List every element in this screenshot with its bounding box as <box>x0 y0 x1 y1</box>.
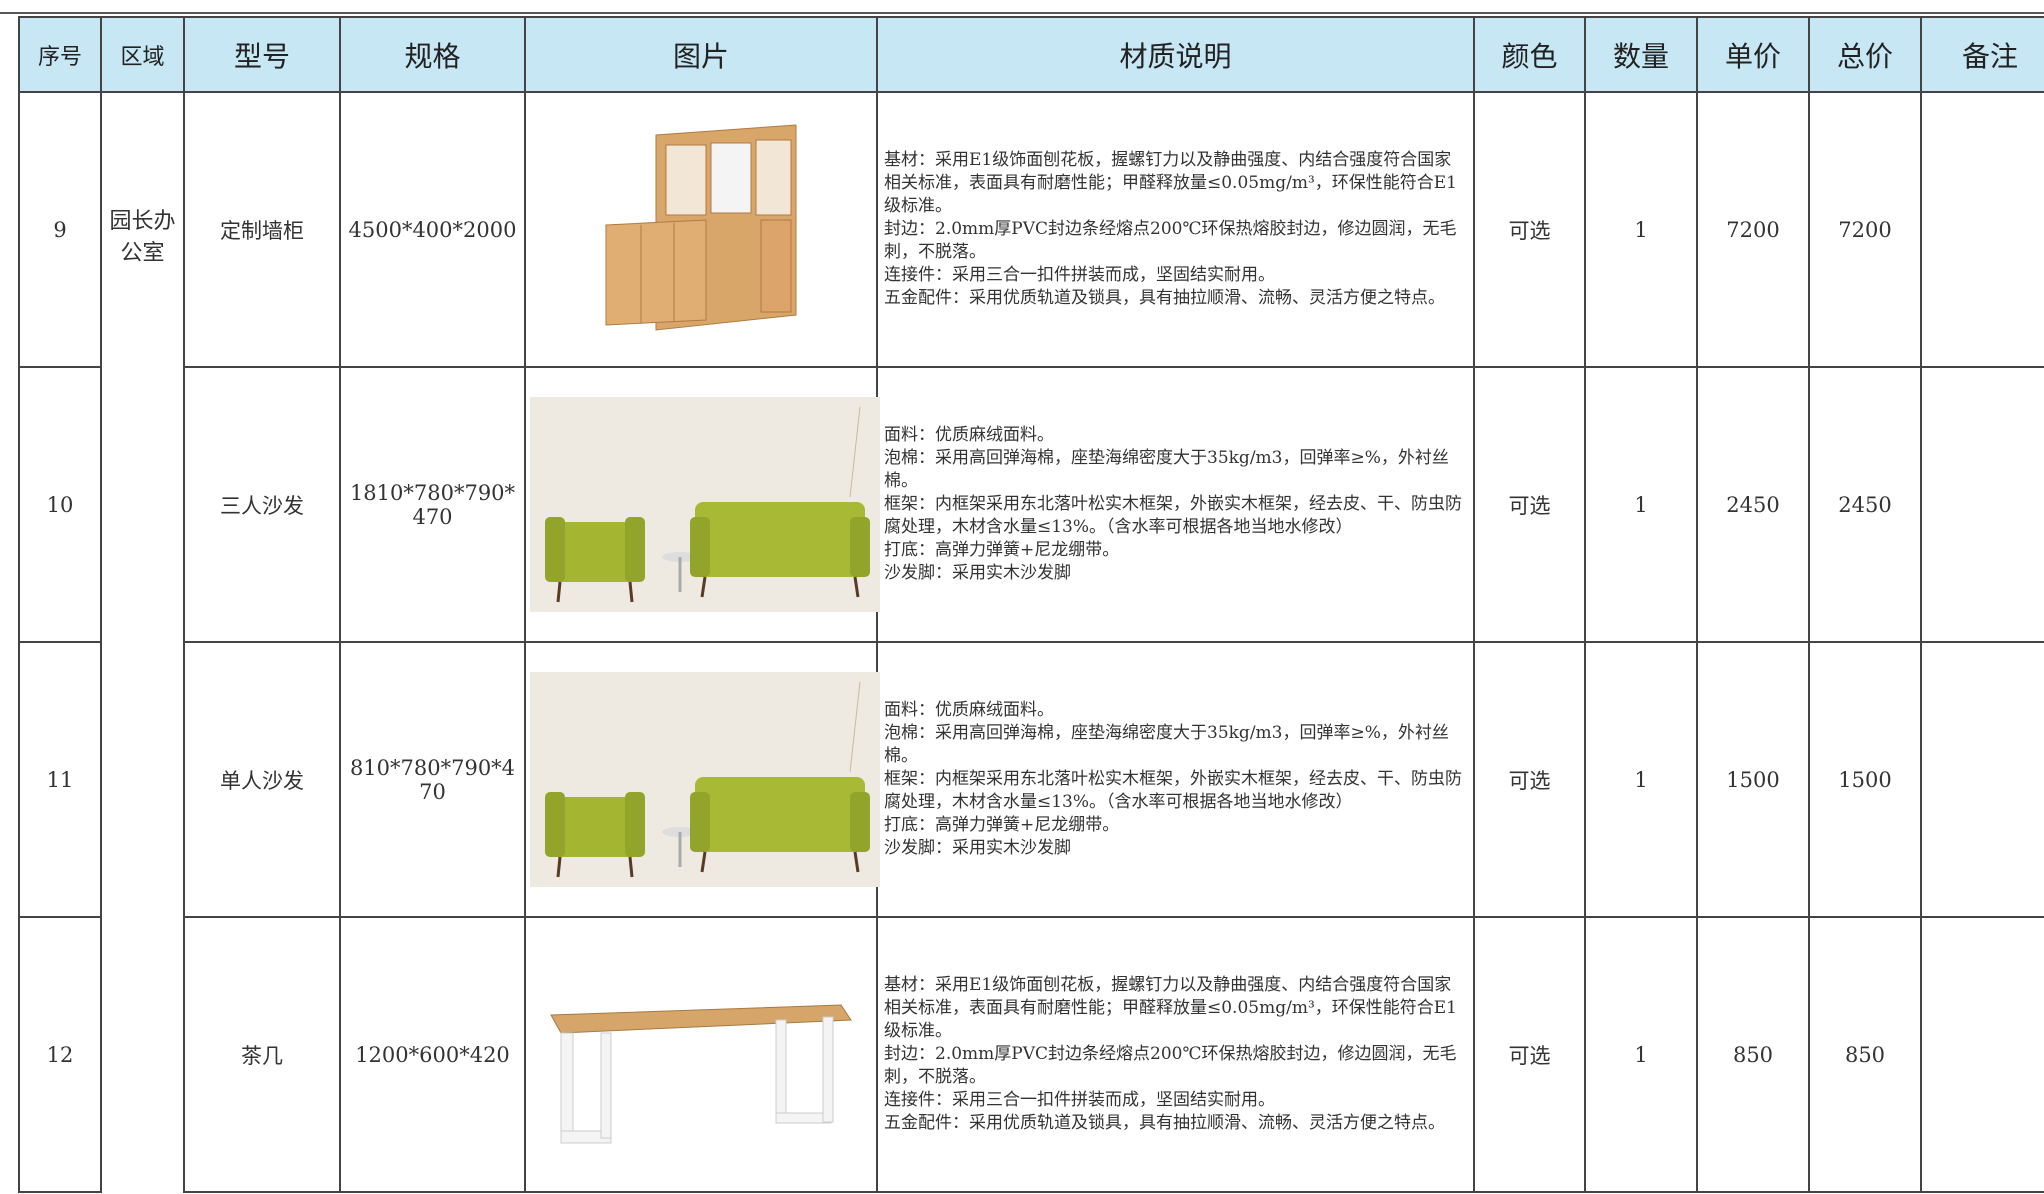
quantity: 1 <box>1584 641 1698 918</box>
header-row: 序号 区域 型号 规格 图片 材质说明 颜色 数量 单价 总价 备注 <box>18 16 2044 93</box>
total-price: 850 <box>1808 916 1922 1193</box>
header: 数量 <box>1584 16 1698 93</box>
note <box>1920 366 2044 643</box>
table-body: 9 园长办公室 定制墙柜 4500*400*2000 基材：采用E1级饰面刨花板，握螺… <box>18 91 2044 1193</box>
picture <box>524 91 878 368</box>
sofa-image <box>530 672 880 887</box>
spec: 4500*400*2000 <box>339 91 526 368</box>
description-line: 连接件：采用三合一扣件拼装而成，坚固结实耐用。 <box>884 1090 1275 1110</box>
row-number: 10 <box>18 366 102 643</box>
header: 规格 <box>339 16 526 93</box>
spec: 1810*780*790*470 <box>339 366 526 643</box>
region: 园长办公室 <box>100 91 185 1192</box>
spec: 810*780*790*470 <box>339 641 526 918</box>
quantity: 1 <box>1584 366 1698 643</box>
color: 可选 <box>1473 916 1586 1193</box>
header: 总价 <box>1808 16 1922 93</box>
unit-price: 850 <box>1696 916 1810 1193</box>
material-description: 面料：优质麻绒面料。泡棉：采用高回弹海棉，座垫海绵密度大于35kg/m3，回弹率… <box>876 641 1475 918</box>
description-line: 五金配件：采用优质轨道及锁具，具有抽拉顺滑、流畅、灵活方便之特点。 <box>884 1113 1445 1133</box>
picture <box>524 916 878 1193</box>
header: 序号 <box>18 16 102 93</box>
quantity: 1 <box>1584 916 1698 1193</box>
color: 可选 <box>1473 91 1586 368</box>
description-line: 泡棉：采用高回弹海棉，座垫海绵密度大于35kg/m3，回弹率≥%，外衬丝棉。 <box>884 448 1449 491</box>
note <box>1920 916 2044 1193</box>
material-description: 基材：采用E1级饰面刨花板，握螺钉力以及静曲强度、内结合强度符合国家相关标准，表… <box>876 916 1475 1193</box>
description-line: 五金配件：采用优质轨道及锁具，具有抽拉顺滑、流畅、灵活方便之特点。 <box>884 288 1445 308</box>
header: 单价 <box>1696 16 1810 93</box>
table-row: 9 园长办公室 定制墙柜 4500*400*2000 基材：采用E1级饰面刨花板，握螺… <box>18 91 2044 1192</box>
model: 定制墙柜 <box>183 91 341 368</box>
model: 三人沙发 <box>183 366 341 643</box>
description-line: 封边：2.0mm厚PVC封边条经熔点200℃环保热熔胶封边，修边圆润，无毛刺，不… <box>884 1044 1457 1087</box>
unit-price: 1500 <box>1696 641 1810 918</box>
header: 备注 <box>1920 16 2044 93</box>
description-line: 基材：采用E1级饰面刨花板，握螺钉力以及静曲强度、内结合强度符合国家相关标准，表… <box>884 975 1457 1041</box>
note <box>1920 641 2044 918</box>
row-number: 9 <box>18 91 102 368</box>
quantity: 1 <box>1584 91 1698 368</box>
description-line: 基材：采用E1级饰面刨花板，握螺钉力以及静曲强度、内结合强度符合国家相关标准，表… <box>884 150 1457 216</box>
cabinet-image <box>605 123 797 331</box>
description-line: 框架：内框架采用东北落叶松实木框架，外嵌实木框架，经去皮、干、防虫防腐处理，木材… <box>884 494 1462 537</box>
color: 可选 <box>1473 366 1586 643</box>
header: 型号 <box>183 16 341 93</box>
unit-price: 7200 <box>1696 91 1810 368</box>
description-line: 面料：优质麻绒面料。 <box>884 700 1054 720</box>
description-line: 沙发脚：采用实木沙发脚 <box>884 563 1071 583</box>
row-number: 11 <box>18 641 102 918</box>
total-price: 2450 <box>1808 366 1922 643</box>
total-price: 1500 <box>1808 641 1922 918</box>
picture <box>524 641 880 918</box>
description-line: 面料：优质麻绒面料。 <box>884 425 1054 445</box>
total-price: 7200 <box>1808 91 1922 368</box>
table-row: 11 单人沙发 810*780*790*470 面料：优质麻绒面料。泡棉：采用高回弹… <box>18 641 2044 918</box>
rule <box>0 12 2044 14</box>
description-line: 打底：高弹力弹簧+尼龙绷带。 <box>884 815 1120 835</box>
row-number: 12 <box>18 916 102 1193</box>
table-row: 12 茶几 1200*600*420 基材：采用E1级饰面刨花板，握螺钉力以及静曲强… <box>18 916 2044 1193</box>
header: 区域 <box>100 16 185 93</box>
description-line: 泡棉：采用高回弹海棉，座垫海绵密度大于35kg/m3，回弹率≥%，外衬丝棉。 <box>884 723 1449 766</box>
sofa-image <box>530 397 880 612</box>
table-row: 10 三人沙发 1810*780*790*470 面料：优质麻绒面料。泡棉：采用高回… <box>18 366 2044 643</box>
picture <box>524 366 880 643</box>
table-image <box>550 1003 852 1143</box>
material-description: 基材：采用E1级饰面刨花板，握螺钉力以及静曲强度、内结合强度符合国家相关标准，表… <box>876 91 1475 368</box>
model: 单人沙发 <box>183 641 341 918</box>
spec: 1200*600*420 <box>339 916 526 1193</box>
color: 可选 <box>1473 641 1586 918</box>
header: 颜色 <box>1473 16 1586 93</box>
header: 材质说明 <box>876 16 1475 93</box>
unit-price: 2450 <box>1696 366 1810 643</box>
description-line: 打底：高弹力弹簧+尼龙绷带。 <box>884 540 1120 560</box>
quote-table: 序号 区域 型号 规格 图片 材质说明 颜色 数量 单价 总价 备注 9 园长办公… <box>18 16 2044 1193</box>
material-description: 面料：优质麻绒面料。泡棉：采用高回弹海棉，座垫海绵密度大于35kg/m3，回弹率… <box>876 366 1475 643</box>
description-line: 框架：内框架采用东北落叶松实木框架，外嵌实木框架，经去皮、干、防虫防腐处理，木材… <box>884 769 1462 812</box>
note <box>1920 91 2044 368</box>
description-line: 连接件：采用三合一扣件拼装而成，坚固结实耐用。 <box>884 265 1275 285</box>
description-line: 沙发脚：采用实木沙发脚 <box>884 838 1071 858</box>
description-line: 封边：2.0mm厚PVC封边条经熔点200℃环保热熔胶封边，修边圆润，无毛刺，不… <box>884 219 1457 262</box>
model: 茶几 <box>183 916 341 1193</box>
header: 图片 <box>524 16 878 93</box>
